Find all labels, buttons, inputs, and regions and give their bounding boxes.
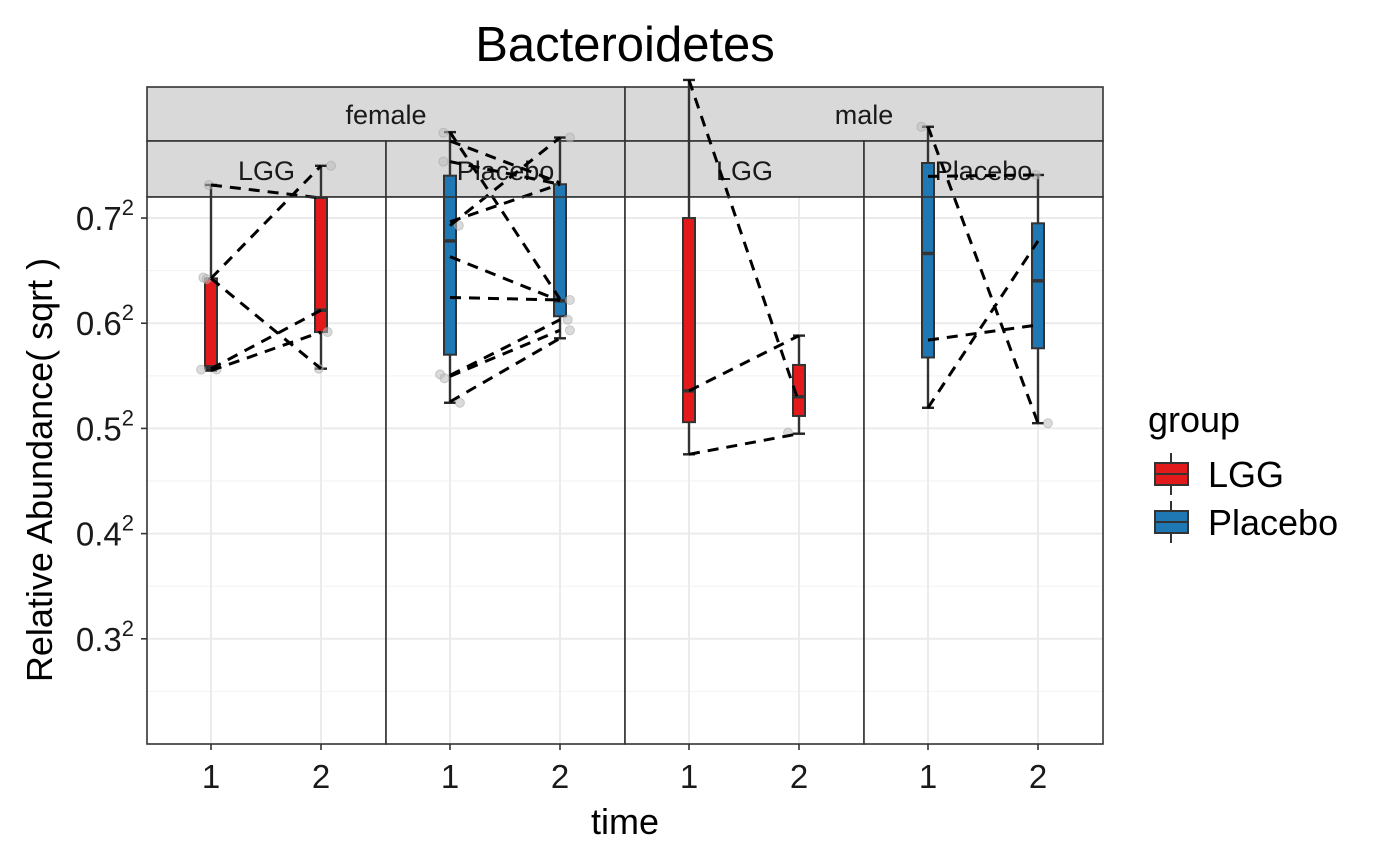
strip-label-male: male <box>835 100 894 130</box>
x-axis-title: time <box>591 801 659 842</box>
data-point <box>322 327 333 338</box>
data-point <box>453 220 464 231</box>
panel-background <box>864 197 1103 744</box>
legend: group LGG Placebo <box>1148 399 1338 543</box>
data-point <box>916 121 927 132</box>
paired-line <box>926 126 1040 424</box>
legend-item-lgg: LGG <box>1154 453 1284 495</box>
box-body <box>1031 222 1045 350</box>
panel-background <box>625 197 864 744</box>
box-body <box>792 363 806 417</box>
box-LGG-time-2 <box>792 334 806 435</box>
data-point <box>564 132 575 143</box>
data-point <box>1042 418 1053 429</box>
strip-label-group: Placebo <box>935 156 1033 186</box>
paired-line <box>449 337 561 404</box>
paired-line <box>448 131 562 300</box>
facet-panels <box>146 78 1104 745</box>
paired-line <box>449 136 561 227</box>
paired-line <box>210 277 322 370</box>
data-point <box>454 397 465 408</box>
box-body <box>921 161 935 359</box>
paired-line <box>449 182 561 224</box>
box-body <box>682 217 696 424</box>
box-body <box>443 174 457 356</box>
x-tick-label: 1 <box>680 758 698 795</box>
strip-label-group: LGG <box>238 156 295 186</box>
strip-label-female: female <box>345 100 426 130</box>
paired-line <box>449 318 561 377</box>
box-Placebo-time-1 <box>921 125 935 409</box>
box-body <box>204 277 218 370</box>
box-Placebo-time-2 <box>1031 173 1045 425</box>
strip-female <box>146 86 626 142</box>
paired-line <box>449 328 561 378</box>
data-point <box>439 373 450 384</box>
legend-label: LGG <box>1208 454 1284 495</box>
x-tick-label: 2 <box>790 758 808 795</box>
data-point <box>564 294 575 305</box>
y-axis: 0.72 0.62 0.52 0.42 0.32 <box>76 195 147 658</box>
panel-male-LGG <box>624 78 865 745</box>
strip-male <box>624 86 1104 142</box>
chart-title: Bacteroidetes <box>475 18 775 72</box>
panel-female-LGG <box>146 160 387 745</box>
paired-line <box>209 164 323 280</box>
strip-label-group: LGG <box>716 156 773 186</box>
y-tick-label: 0.72 <box>76 195 134 237</box>
legend-label: Placebo <box>1208 502 1338 543</box>
x-tick-label: 2 <box>312 758 330 795</box>
data-point <box>325 160 336 171</box>
y-axis-title: Relative Abundance( sqrt ) <box>19 258 60 682</box>
panel-border <box>863 196 1104 745</box>
x-tick-label: 2 <box>1029 758 1047 795</box>
y-tick-label: 0.62 <box>76 300 134 342</box>
panel-background <box>386 197 625 744</box>
panel-female-Placebo <box>385 127 626 745</box>
y-tick-label: 0.52 <box>76 405 134 447</box>
data-point <box>196 364 207 375</box>
y-tick-label: 0.42 <box>76 511 134 553</box>
panel-male-Placebo <box>863 121 1104 745</box>
x-tick-label: 1 <box>202 758 220 795</box>
data-point <box>201 274 212 285</box>
legend-item-placebo: Placebo <box>1154 501 1338 543</box>
data-point <box>438 156 449 167</box>
data-point <box>438 127 449 138</box>
x-tick-label: 2 <box>551 758 569 795</box>
strip-female-LGG <box>146 140 387 198</box>
data-point <box>562 314 573 325</box>
paired-line <box>926 240 1040 409</box>
data-point <box>564 325 575 336</box>
paired-line <box>449 255 561 303</box>
legend-title: group <box>1148 399 1240 440</box>
x-tick-label: 1 <box>919 758 937 795</box>
paired-line <box>210 330 322 373</box>
paired-line <box>210 308 322 371</box>
panel-background <box>147 197 386 744</box>
paired-line <box>688 334 800 393</box>
paired-line <box>449 139 561 185</box>
y-tick-label: 0.32 <box>76 616 134 658</box>
x-axis: 1 2 1 2 1 2 1 2 <box>202 744 1047 795</box>
x-tick-label: 1 <box>441 758 459 795</box>
